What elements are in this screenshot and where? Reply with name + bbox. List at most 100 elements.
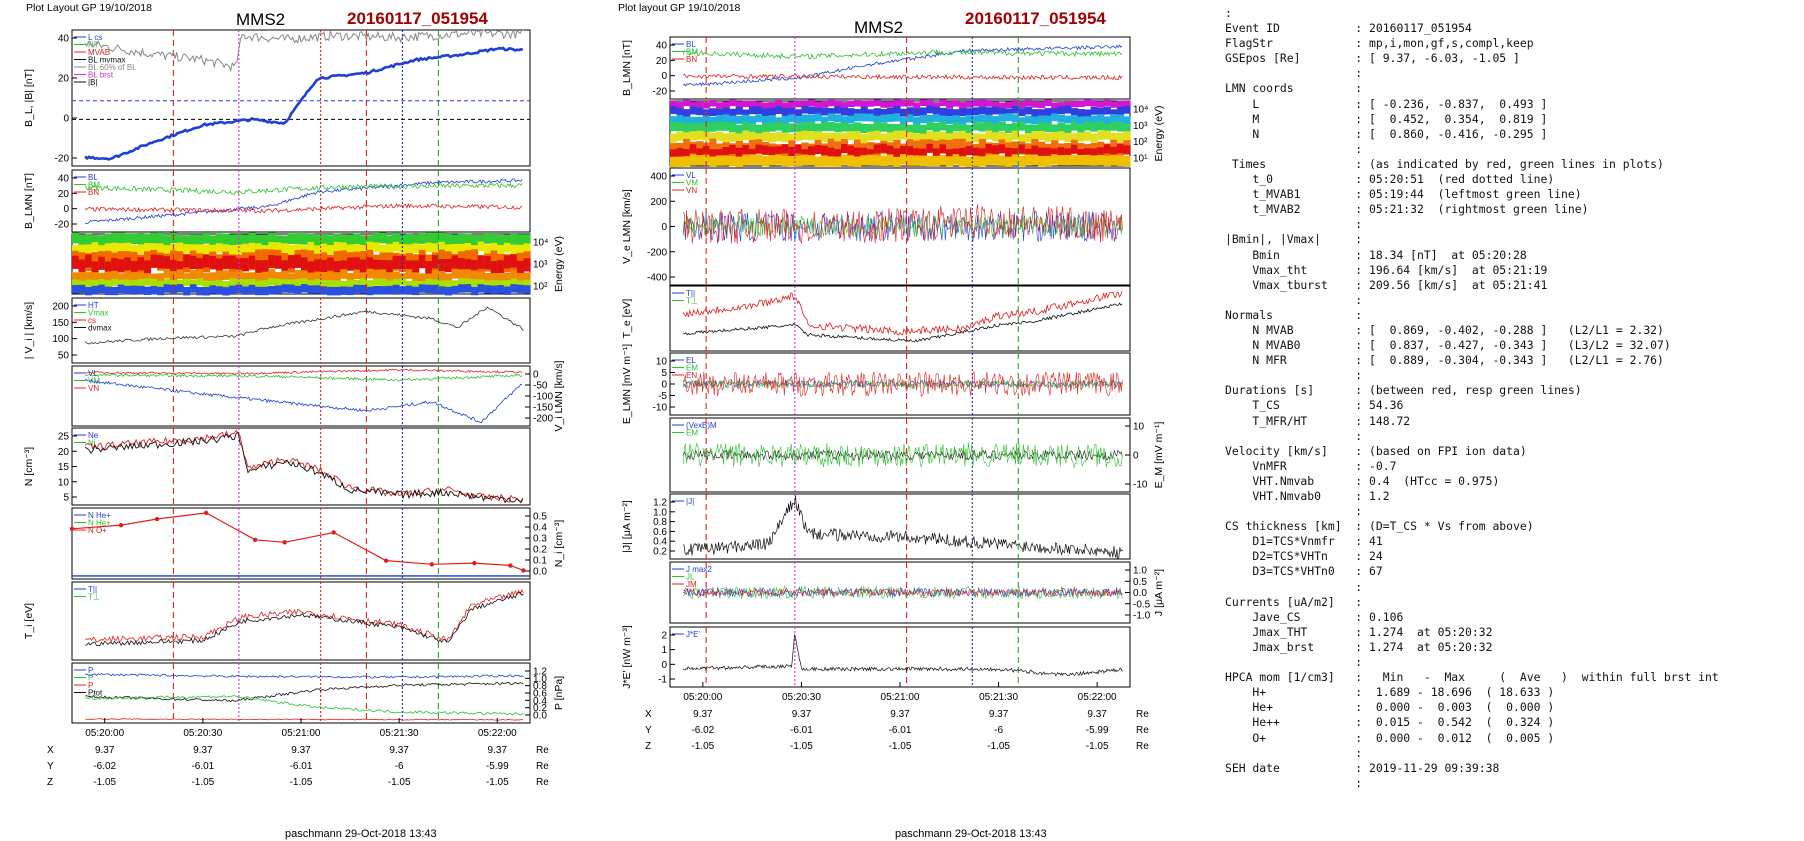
info-line: D1=TCS*Vnmfr : 41 [1225,534,1383,549]
spectrogram-cell [497,235,505,246]
spectrogram-cell [458,233,466,245]
legend-label: (VexB)M [686,421,717,430]
spectrogram-cell [1103,116,1111,125]
y-axis-label: N [cm⁻³] [23,447,35,486]
spectrogram-cell [320,234,328,245]
spectrogram-cell [781,108,789,116]
spectrogram-cell [464,233,472,245]
spectrogram-cell [834,141,842,155]
legend-label: VL [686,171,696,180]
panel-frame [669,493,1131,560]
spectrogram-cell [978,122,987,132]
spectrogram-cell [1070,121,1079,131]
spectrogram-cell [255,272,263,283]
spectrogram-cell [379,286,387,295]
spectrogram-cell [696,101,704,108]
series-bm [682,48,1123,60]
spectrogram-cell [98,279,106,287]
spectrogram-cell [222,287,230,296]
spectrogram-cell [926,143,934,153]
x-tick-label: 05:22:00 [1078,692,1117,703]
spectrogram-cell [906,99,914,107]
series-vexb [682,449,1123,461]
spectrogram-cell [1018,108,1026,117]
spectrogram-cell [886,154,895,165]
spectrogram-cell [768,146,776,156]
spectrogram-cell [1103,106,1111,115]
y-tick-label: 10 [58,477,70,488]
spectrogram-cell [78,284,86,294]
spectrogram-cell [1038,156,1046,167]
spectrogram-cell [523,279,531,287]
spectrogram-cell [130,271,138,282]
spectrogram-cell [451,234,459,246]
spectrogram-cell [978,114,987,123]
series-vn [85,368,523,375]
y-axis-label: |J| [μA m⁻²] [621,500,633,553]
spectrogram-cell [314,279,322,287]
y-tick-label: 0.4 [533,696,547,707]
spectrogram-cell [451,255,459,269]
spectrogram-cell [444,244,452,254]
spectrogram-cell [860,147,868,157]
spectrogram-cell [130,251,138,270]
info-line: : [1225,368,1363,383]
spectrogram-cell [893,99,901,107]
series-t-perp [85,591,524,647]
spectrogram-cell [1077,149,1085,159]
spectrogram-cell [1070,144,1079,154]
spectrogram-cell [1090,100,1098,107]
data-point [521,568,526,573]
spectrogram-cell [399,278,407,286]
spectrogram-cell [1038,109,1046,117]
right-figure: Plot layout GP 19/10/2018 MMS2 20160117_… [618,2,1165,840]
y-tick-label: 0.6 [653,527,667,538]
spectrogram-cell [946,156,954,167]
spectrogram-cell [176,251,184,270]
spectrogram-cell [992,116,1000,124]
spectrogram-cell [978,99,987,107]
y-axis-label: T_e [eV] [621,299,633,339]
spectrogram-cell [676,156,684,167]
spectrogram-cell [959,116,967,125]
spectrogram-cell [340,286,348,295]
spectrogram-cell [418,244,426,255]
spectrogram-cell [261,271,269,282]
y-tick-label: 0.2 [533,545,547,556]
spectrogram-cell [353,279,361,288]
spectrogram-cell [1018,134,1026,144]
spectrogram-cell [946,108,954,117]
spectrogram-cell [111,232,119,244]
spectrogram-cell [1090,106,1098,115]
info-line: : [1225,579,1363,594]
panel-3: 10⁴ 10³ 10² Energy (eV) [71,232,565,296]
spectrogram-cell [1103,124,1111,134]
spectrogram-cell [972,107,980,116]
spectrogram-cell [860,100,868,108]
spectrogram-cell [137,272,145,282]
spectrogram-cell [1051,140,1059,154]
spectrogram-cell [939,107,947,116]
y-tick-label: 150 [52,318,69,329]
spectrogram-cell [1116,100,1125,107]
info-line: He+ : 0.000 - 0.003 ( 0.000 ) [1225,700,1555,715]
position-value: 9.37 [488,745,508,756]
spectrogram-cell [913,140,921,154]
spectrogram-cell [755,133,763,143]
legend-label: BN [88,188,99,197]
spectrogram-cell [893,148,901,158]
spectrogram-cell [768,122,776,132]
legend-label: VM [88,377,100,386]
info-line: : [1225,428,1363,443]
series-t-perp [682,302,1123,343]
info-line: : [1225,775,1363,790]
spectrogram-cell [1031,109,1039,117]
spectrogram-cell [775,154,783,165]
spectrogram-cell [1038,115,1046,124]
spectrogram-cell [117,243,125,253]
spectrogram-cell [834,123,842,133]
spectrogram-cell [287,279,295,287]
spectrogram-cell [281,270,289,281]
